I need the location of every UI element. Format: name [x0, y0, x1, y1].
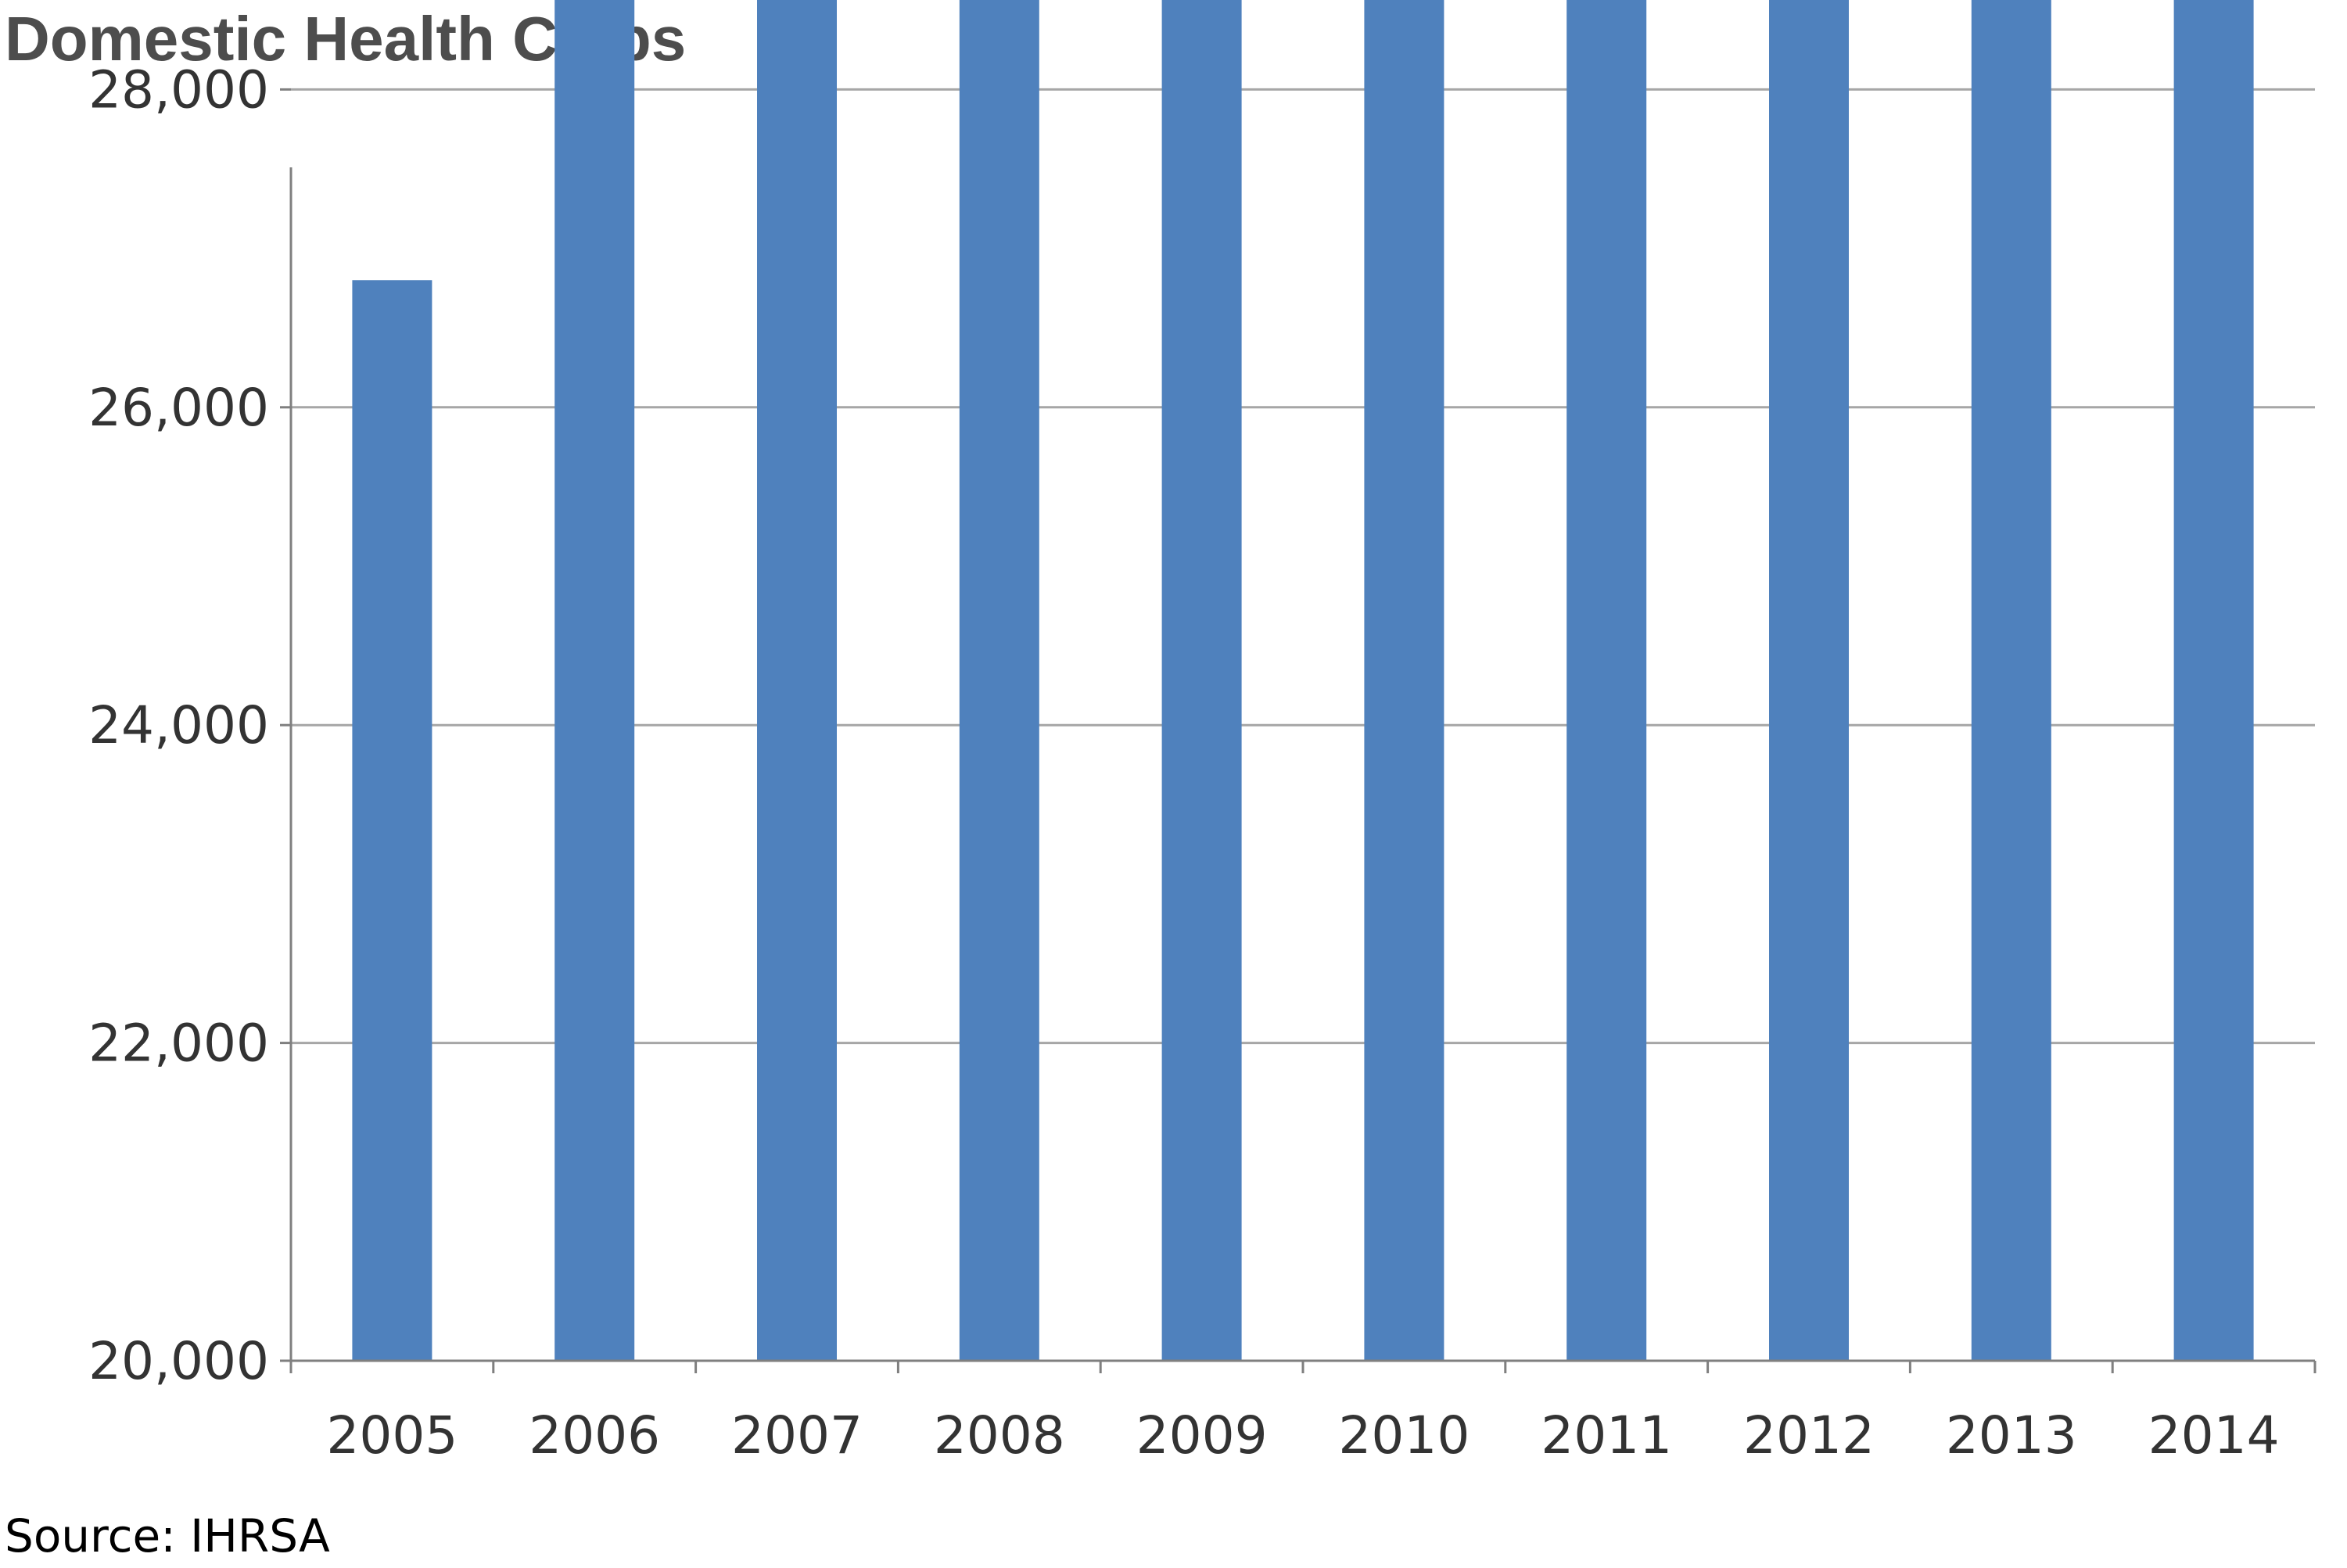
bar-2012	[1769, 0, 1849, 1362]
x-tick-label: 2012	[1743, 1405, 1875, 1466]
bar-2006	[554, 0, 635, 1361]
bar-2013	[1971, 0, 2051, 1361]
x-tick-label: 2005	[326, 1405, 458, 1466]
bar-2014	[2173, 0, 2254, 1361]
bar-2007	[757, 0, 837, 1361]
y-tick-labels: 20,00022,00024,00026,00028,00030,00032,0…	[88, 59, 269, 1391]
y-tick-label: 22,000	[88, 1014, 269, 1074]
y-tick-label: 28,000	[88, 59, 269, 120]
x-tick-labels: 2005 2006 2007 2008 2009 2010 2011 2012 2013 2014	[326, 1405, 2279, 1466]
y-tick-label: 26,000	[88, 378, 269, 438]
bar-2005	[352, 280, 432, 1361]
bar-2010	[1364, 0, 1444, 1362]
y-tick-label: 20,000	[88, 1331, 269, 1391]
source-note: Source: IHRSA	[5, 1509, 330, 1563]
x-tick-label: 2009	[1136, 1405, 1268, 1466]
y-tick-label: 24,000	[88, 695, 269, 755]
bars	[352, 0, 2254, 1362]
x-tick-label: 2010	[1338, 1405, 1470, 1466]
x-tick-label: 2006	[529, 1405, 660, 1466]
x-tick-label: 2013	[1946, 1405, 2077, 1466]
bar-2008	[959, 0, 1039, 1361]
bar-2009	[1161, 0, 1242, 1361]
x-tick-label: 2008	[934, 1405, 1065, 1466]
bar-2011	[1566, 0, 1647, 1361]
axes	[280, 88, 2316, 1373]
x-tick-label: 2007	[731, 1405, 863, 1466]
x-tick-label: 2011	[1541, 1405, 1672, 1466]
x-tick-label: 2014	[2148, 1405, 2280, 1466]
